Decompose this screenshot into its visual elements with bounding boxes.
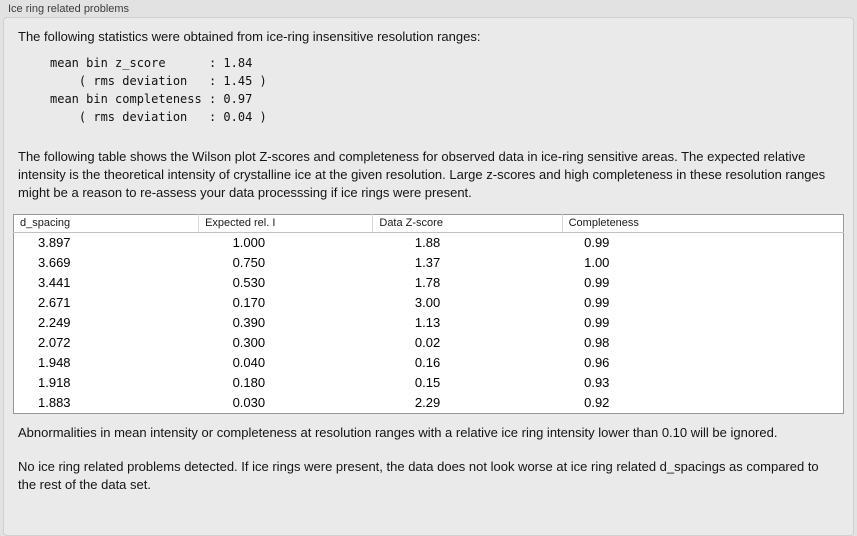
table-cell: 0.030 (232, 395, 266, 410)
table-cell: 0.99 (584, 235, 610, 250)
table-cell: 0.16 (414, 355, 441, 370)
table-cell: 3.897 (38, 235, 71, 250)
table-cell: 0.390 (232, 315, 266, 330)
col-header-d-spacing: d_spacing (13, 214, 200, 233)
col-header-data-z-score: Data Z-score (372, 214, 563, 233)
table-cell: 0.300 (232, 335, 266, 350)
table-cell: 0.02 (414, 335, 441, 350)
panel-title: Ice ring related problems (8, 3, 130, 15)
table-cell: 1.37 (414, 255, 441, 270)
table-cell: 1.00 (584, 255, 610, 270)
table-cell: 1.918 (38, 375, 71, 390)
table-cell: 0.040 (232, 355, 266, 370)
table-cell: 0.99 (584, 315, 610, 330)
ignore-note: Abnormalities in mean intensity or compl… (18, 425, 778, 440)
table-cell: 0.180 (232, 375, 266, 390)
table-row: 1.918 0.180 0.15 0.93 (14, 373, 844, 393)
table-cell: 2.29 (414, 395, 441, 410)
table-cell: 1.883 (38, 395, 71, 410)
table-cell: 1.78 (414, 275, 441, 290)
table-cell: 0.530 (232, 275, 266, 290)
table-body: 3.897 1.000 1.88 0.99 3.669 0.750 1.37 1.00 3.44… (14, 233, 844, 414)
table-cell: 2.072 (38, 335, 71, 350)
table-cell: 0.15 (414, 375, 441, 390)
table-cell: 2.671 (38, 295, 71, 310)
table-row: 2.249 0.390 1.13 0.99 (14, 313, 844, 333)
table-cell: 3.00 (414, 295, 441, 310)
ice-ring-table: d_spacing Expected rel. I Data Z-score C… (13, 214, 844, 414)
table-cell: 3.669 (38, 255, 71, 270)
table-row: 2.072 0.300 0.02 0.98 (14, 333, 844, 353)
stats-block: mean bin z_score : 1.84 ( rms deviation … (50, 56, 267, 124)
table-row: 1.948 0.040 0.16 0.96 (14, 353, 844, 373)
table-cell: 1.88 (414, 235, 441, 250)
ice-ring-panel: The following statistics were obtained f… (3, 17, 854, 536)
table-cell: 0.98 (584, 335, 610, 350)
conclusion-text: No ice ring related problems detected. I… (18, 459, 819, 492)
table-cell: 0.96 (584, 355, 610, 370)
table-cell: 0.92 (584, 395, 610, 410)
table-cell: 1.13 (414, 315, 441, 330)
table-cell: 0.750 (232, 255, 266, 270)
col-header-completeness: Completeness (562, 214, 844, 233)
table-row: 3.441 0.530 1.78 0.99 (14, 273, 844, 293)
col-header-expected-rel-i: Expected rel. I (198, 214, 374, 233)
table-cell: 1.948 (38, 355, 71, 370)
table-row: 3.669 0.750 1.37 1.00 (14, 253, 844, 273)
intro-text: The following statistics were obtained f… (18, 29, 481, 44)
table-header-row: d_spacing Expected rel. I Data Z-score C… (13, 214, 844, 233)
table-row: 2.671 0.170 3.00 0.99 (14, 293, 844, 313)
table-cell: 0.170 (232, 295, 266, 310)
table-cell: 1.000 (232, 235, 266, 250)
table-cell: 0.93 (584, 375, 610, 390)
table-cell: 0.99 (584, 275, 610, 290)
table-cell: 0.99 (584, 295, 610, 310)
table-row: 1.883 0.030 2.29 0.92 (14, 393, 844, 414)
table-cell: 3.441 (38, 275, 71, 290)
table-row: 3.897 1.000 1.88 0.99 (14, 233, 844, 254)
table-cell: 2.249 (38, 315, 71, 330)
description-text: The following table shows the Wilson plo… (18, 149, 826, 200)
